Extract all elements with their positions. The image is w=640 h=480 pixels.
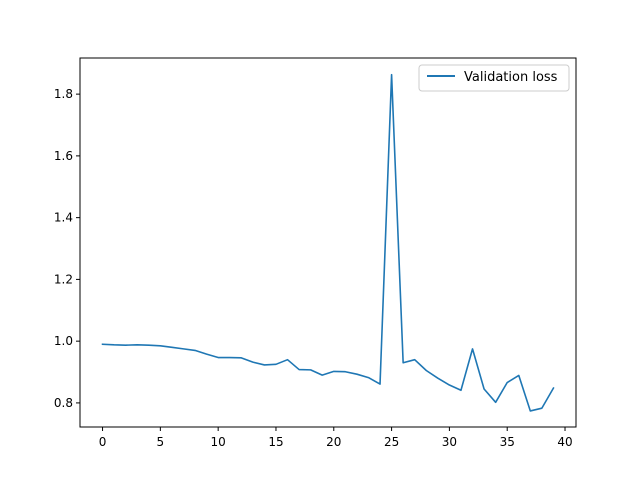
legend-label-validation-loss: Validation loss [464,70,558,85]
legend-box [418,64,570,92]
y-tick-label: 1.0 [54,334,73,348]
x-tick-label: 10 [211,435,226,449]
x-tick-label: 40 [557,435,572,449]
x-tick-label: 15 [268,435,283,449]
y-tick-label: 1.8 [54,87,73,101]
x-tick-label: 30 [442,435,457,449]
plot-area-frame [79,57,577,428]
x-tick-label: 20 [326,435,341,449]
y-tick-label: 1.2 [54,272,73,286]
y-tick-label: 1.4 [54,211,73,225]
series-line-validation-loss [101,73,555,412]
y-tick-label: 0.8 [54,396,73,410]
x-tick-label: 0 [99,435,107,449]
y-tick-label: 1.6 [54,149,73,163]
x-axis: 0 5 10 15 20 25 30 35 40 [99,427,573,449]
x-tick-label: 5 [157,435,165,449]
x-tick-label: 35 [500,435,515,449]
y-axis: 0.8 1.0 1.2 1.4 1.6 1.8 [54,87,80,410]
x-tick-label: 25 [384,435,399,449]
legend: Validation loss [418,64,570,92]
data-layer [101,73,555,412]
